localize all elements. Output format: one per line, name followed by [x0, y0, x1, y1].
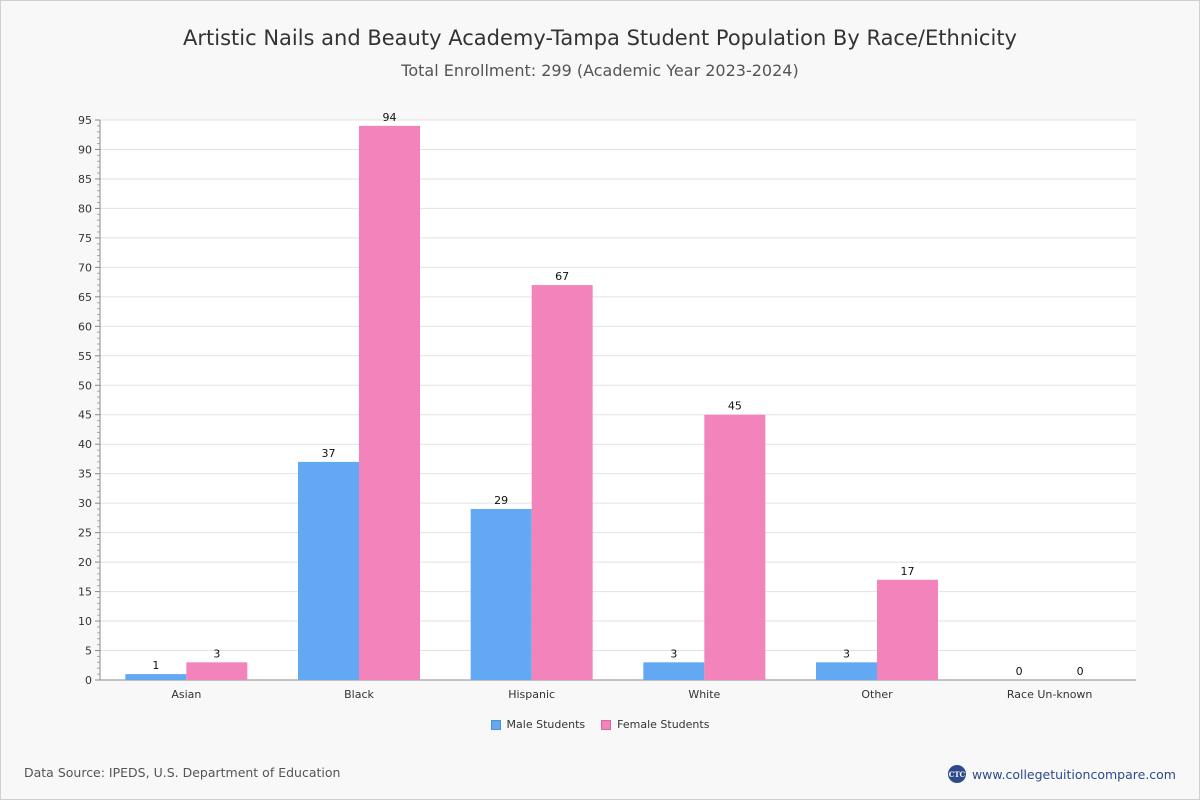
data-label: 45 — [728, 400, 742, 413]
data-label: 17 — [901, 565, 915, 578]
ctc-logo-icon: CTC — [947, 765, 966, 783]
y-tick-label: 5 — [85, 645, 92, 658]
y-tick-label: 90 — [78, 143, 92, 156]
legend-swatch-male — [490, 719, 501, 730]
y-tick-label: 20 — [78, 556, 92, 569]
x-tick-label: Race Un-known — [1007, 688, 1093, 701]
bar-male — [816, 662, 877, 680]
y-tick-label: 40 — [78, 438, 92, 451]
bar-male — [643, 662, 705, 680]
data-label: 67 — [555, 270, 569, 283]
x-tick-label: Hispanic — [508, 688, 555, 701]
y-tick-label: 60 — [78, 320, 92, 333]
y-tick-label: 70 — [78, 261, 92, 274]
bar-female — [877, 579, 938, 680]
bar-male — [470, 509, 532, 680]
data-label: 0 — [1016, 665, 1023, 678]
y-tick-label: 10 — [78, 615, 92, 628]
data-label: 37 — [322, 447, 336, 460]
y-tick-label: 95 — [78, 114, 92, 127]
bar-female — [359, 125, 420, 681]
y-tick-label: 15 — [78, 586, 92, 599]
y-tick-label: 25 — [78, 527, 92, 540]
data-label: 94 — [383, 111, 397, 124]
y-tick-label: 50 — [78, 379, 92, 392]
brand-link[interactable]: CTC www.collegetuitioncompare.com — [947, 765, 1176, 783]
y-tick-label: 0 — [85, 674, 92, 687]
bar-male — [125, 674, 187, 680]
legend-swatch-female — [601, 719, 612, 730]
y-tick-label: 85 — [78, 173, 92, 186]
x-tick-label: Other — [861, 688, 893, 701]
y-tick-label: 35 — [78, 468, 92, 481]
legend: Male Students Female Students — [0, 718, 1200, 731]
x-tick-label: Asian — [171, 688, 201, 701]
bar-male — [298, 461, 359, 680]
bar-female — [704, 414, 766, 680]
data-label: 3 — [843, 647, 850, 660]
legend-item-female[interactable]: Female Students — [601, 718, 709, 731]
y-tick-label: 65 — [78, 291, 92, 304]
data-source-note: Data Source: IPEDS, U.S. Department of E… — [24, 765, 341, 780]
legend-item-male[interactable]: Male Students — [490, 718, 586, 731]
legend-label-female: Female Students — [617, 718, 710, 731]
y-tick-label: 45 — [78, 409, 92, 422]
data-label: 3 — [213, 647, 220, 660]
bar-female — [531, 285, 593, 680]
bar-female — [186, 662, 248, 680]
brand-url: www.collegetuitioncompare.com — [971, 766, 1176, 782]
plot-area — [100, 120, 1136, 680]
x-tick-label: Black — [344, 688, 374, 701]
data-label: 1 — [152, 659, 159, 672]
chart-subtitle: Total Enrollment: 299 (Academic Year 202… — [401, 61, 799, 80]
y-tick-label: 55 — [78, 350, 92, 363]
legend-label-male: Male Students — [506, 718, 586, 731]
y-tick-label: 80 — [78, 202, 92, 215]
y-tick-label: 75 — [78, 232, 92, 245]
x-tick-label: White — [688, 688, 720, 701]
data-label: 0 — [1077, 665, 1084, 678]
chart-title: Artistic Nails and Beauty Academy-Tampa … — [183, 26, 1017, 50]
y-tick-label: 30 — [78, 497, 92, 510]
data-label: 3 — [670, 647, 677, 660]
data-label: 29 — [494, 494, 508, 507]
